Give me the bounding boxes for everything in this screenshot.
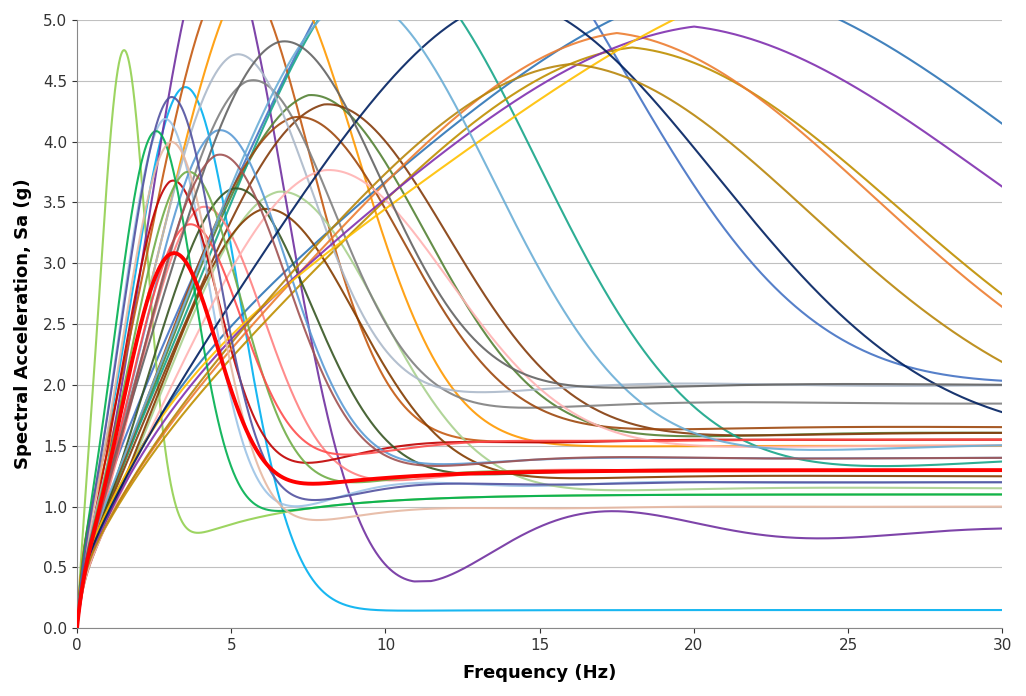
X-axis label: Frequency (Hz): Frequency (Hz) <box>463 664 617 682</box>
Y-axis label: Spectral Acceleration, Sa (g): Spectral Acceleration, Sa (g) <box>14 179 32 469</box>
